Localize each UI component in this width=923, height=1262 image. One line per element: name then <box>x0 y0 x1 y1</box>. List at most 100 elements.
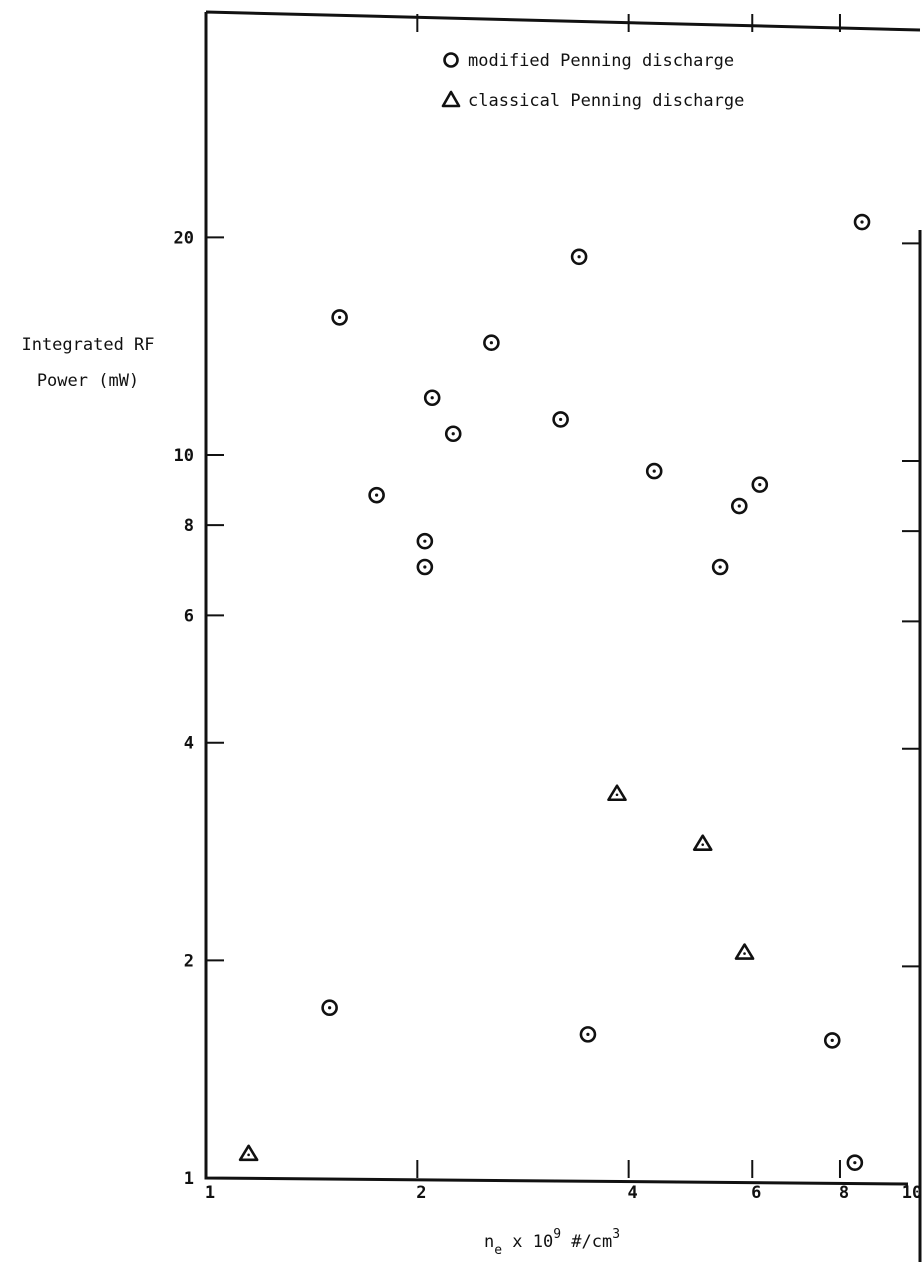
data-point-modified <box>416 558 434 576</box>
legend-marker-modified <box>443 52 459 68</box>
axes-frame <box>204 10 921 1186</box>
marker-center <box>743 952 746 955</box>
marker-center <box>830 1038 834 1042</box>
data-point-modified <box>751 476 769 493</box>
y-tick-label: 6 <box>184 606 194 626</box>
marker-ring <box>321 999 338 1017</box>
y-tick-label: 2 <box>184 951 194 971</box>
marker-ring <box>444 425 462 443</box>
y-tick-label: 1 <box>184 1169 194 1189</box>
y-axis-title-line1: Integrated RF <box>21 335 154 355</box>
y-tick-label: 20 <box>174 228 194 248</box>
marker-ring <box>645 462 663 480</box>
marker-center <box>577 255 581 259</box>
marker-center <box>853 1161 857 1165</box>
marker-ring <box>483 334 500 351</box>
data-point-modified <box>368 486 385 504</box>
marker-center <box>423 565 427 569</box>
data-point-modified <box>552 411 569 428</box>
data-point-modified <box>823 1032 841 1049</box>
marker-center <box>328 1006 332 1010</box>
marker-center <box>737 504 741 508</box>
data-point-modified <box>423 389 441 407</box>
marker-center <box>375 493 379 497</box>
marker-center <box>652 469 656 473</box>
data-point-classical <box>692 834 713 851</box>
marker-triangle <box>692 834 713 851</box>
data-point-classical <box>607 784 627 802</box>
legend-triangle-icon <box>441 90 461 108</box>
marker-center <box>423 539 427 543</box>
data-point-classical <box>734 943 755 960</box>
x-axis-title-n: n <box>484 1232 494 1252</box>
marker-center <box>586 1032 590 1036</box>
x-axis-title: ne x 109 #/cm3 <box>484 1227 620 1258</box>
marker-ring <box>751 476 769 493</box>
marker-center <box>430 396 434 400</box>
marker-center <box>718 565 722 569</box>
y-tick-label: 10 <box>174 446 194 466</box>
legend-circle-icon <box>443 52 459 68</box>
data-point-modified <box>579 1026 597 1043</box>
x-tick-label: 10 <box>902 1183 922 1203</box>
x-tick-label: 8 <box>839 1183 849 1203</box>
marker-center <box>758 483 762 487</box>
data-point-modified <box>331 309 348 326</box>
y-tick-label: 4 <box>184 734 194 754</box>
marker-ring <box>570 248 588 266</box>
data-point-classical <box>238 1144 259 1162</box>
marker-ring <box>552 411 569 428</box>
x-tick-label: 1 <box>205 1183 215 1203</box>
legend-marker-classical <box>441 90 461 108</box>
x-axis-title-sub: e <box>494 1243 502 1258</box>
legend: modified Penning discharge classical Pen… <box>441 51 744 111</box>
data-points <box>238 213 871 1171</box>
marker-center <box>559 417 563 422</box>
marker-ring <box>416 532 434 550</box>
data-point-modified <box>730 497 748 515</box>
y-tick-label: 8 <box>184 516 194 536</box>
data-point-modified <box>570 248 588 266</box>
data-point-modified <box>416 532 434 550</box>
marker-ring <box>416 558 434 576</box>
marker-ring <box>853 213 871 231</box>
marker-ring <box>368 486 385 504</box>
data-point-modified <box>846 1154 864 1171</box>
legend-label-modified: modified Penning discharge <box>468 51 734 71</box>
marker-center <box>701 843 705 846</box>
plot-frame <box>204 10 922 1262</box>
x-tick-label: 2 <box>416 1183 426 1203</box>
marker-ring <box>730 497 748 515</box>
marker-center <box>860 220 864 224</box>
data-point-modified <box>711 558 729 576</box>
x-tick-label: 4 <box>628 1183 638 1203</box>
marker-ring <box>423 389 441 407</box>
x-axis-title-mid: x 10 <box>502 1232 553 1252</box>
marker-triangle <box>238 1144 259 1162</box>
marker-triangle <box>734 943 755 960</box>
x-axis-title-unit: #/cm <box>561 1232 612 1252</box>
marker-triangle <box>607 784 627 802</box>
marker-center <box>489 341 493 345</box>
marker-ring <box>331 309 348 326</box>
data-point-modified <box>645 462 663 480</box>
x-tick-label: 6 <box>751 1183 761 1203</box>
data-point-modified <box>321 999 338 1017</box>
data-point-modified <box>853 213 871 231</box>
data-point-modified <box>444 425 462 443</box>
marker-center <box>615 793 619 797</box>
legend-label-classical: classical Penning discharge <box>468 91 744 111</box>
x-axis-title-unit-sup: 3 <box>612 1227 620 1242</box>
axis-ticks <box>206 14 920 1178</box>
marker-ring <box>846 1154 864 1171</box>
marker-ring <box>823 1032 841 1049</box>
marker-center <box>451 432 455 436</box>
marker-center <box>338 315 342 319</box>
marker-ring <box>579 1026 597 1043</box>
marker-ring <box>711 558 729 576</box>
y-axis-title-line2: Power (mW) <box>37 371 139 391</box>
x-axis-title-sup: 9 <box>553 1227 561 1242</box>
marker-center <box>247 1153 250 1157</box>
